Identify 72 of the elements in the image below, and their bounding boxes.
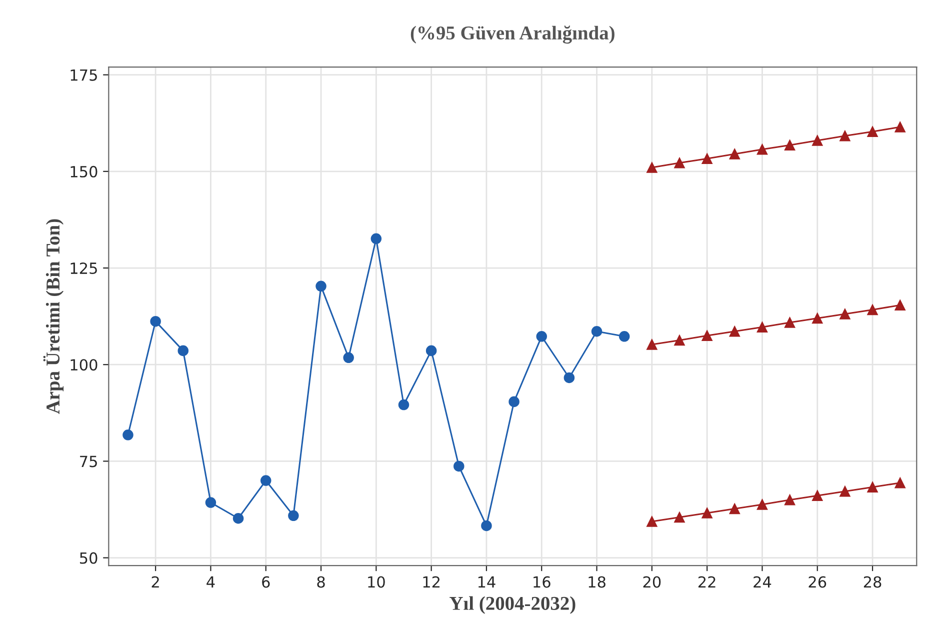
point	[702, 153, 712, 164]
y-axis-title: Arpa Üretimi (Bin Ton)	[43, 219, 64, 414]
point	[618, 331, 630, 342]
point	[729, 326, 740, 337]
point	[867, 304, 878, 316]
point	[646, 162, 658, 173]
x-tick-label: 28	[864, 576, 882, 588]
point	[205, 497, 216, 508]
point	[150, 316, 161, 327]
y-tick-label: 150	[70, 166, 98, 178]
point	[591, 326, 602, 337]
point	[674, 334, 685, 346]
point	[812, 490, 823, 501]
point	[812, 135, 823, 146]
point	[840, 308, 850, 320]
point	[756, 499, 768, 510]
point	[646, 339, 658, 350]
x-tick-label: 14	[478, 576, 496, 588]
point	[398, 399, 410, 410]
point	[756, 322, 768, 333]
x-tick-label: 4	[206, 576, 215, 588]
point	[729, 503, 740, 514]
point	[674, 512, 685, 523]
point	[894, 477, 906, 488]
point	[316, 280, 326, 292]
point	[508, 396, 520, 408]
point	[454, 460, 464, 472]
x-tick-label: 20	[643, 576, 661, 588]
point	[481, 520, 492, 532]
point	[894, 122, 906, 132]
y-tick-label: 175	[70, 69, 97, 81]
x-tick-label: 6	[262, 576, 270, 588]
x-tick-label: 16	[534, 576, 550, 588]
x-axis-title: Yıl (2004-2032)	[450, 596, 576, 614]
point	[840, 486, 850, 497]
point	[426, 345, 437, 356]
x-tick-label: 10	[368, 576, 385, 588]
x-tick-label: 8	[317, 576, 325, 588]
point	[812, 312, 823, 324]
point	[729, 148, 740, 160]
point	[784, 494, 796, 506]
y-tick-label: 100	[70, 359, 98, 371]
y-tick-label: 75	[80, 456, 97, 468]
point	[232, 512, 244, 524]
point	[122, 430, 134, 440]
point	[343, 352, 354, 364]
point	[784, 317, 796, 328]
point	[702, 330, 712, 342]
point	[756, 144, 768, 155]
x-tick-label: 26	[808, 576, 826, 588]
y-tick-label: 50	[80, 552, 98, 564]
x-tick-label: 2	[152, 576, 159, 588]
x-tick-label: 22	[698, 576, 716, 588]
x-tick-label: 18	[588, 576, 606, 588]
point	[867, 482, 878, 492]
point	[178, 345, 189, 356]
point	[260, 475, 272, 486]
point	[564, 372, 575, 384]
point	[674, 158, 685, 168]
point	[288, 510, 299, 522]
point	[894, 300, 906, 310]
point	[784, 140, 796, 151]
point	[840, 130, 850, 142]
point	[702, 508, 712, 518]
point	[370, 233, 382, 244]
y-tick-label: 125	[70, 262, 97, 274]
x-tick-label: 24	[754, 576, 772, 588]
x-tick-label: 12	[423, 576, 440, 588]
point	[536, 331, 547, 342]
point	[646, 516, 658, 527]
chart-title: (%95 Güven Aralığında)	[410, 26, 614, 44]
point	[867, 126, 878, 137]
